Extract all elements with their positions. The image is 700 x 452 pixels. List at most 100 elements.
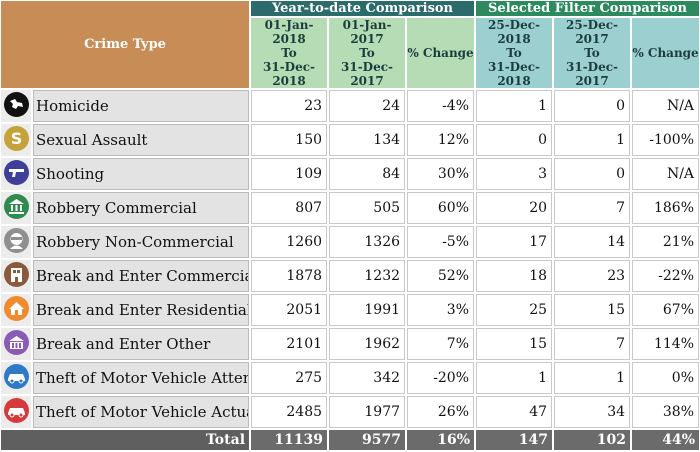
sel-current-value: 3 [476,158,553,190]
break-enter-residential-icon [3,295,29,321]
table-row[interactable]: Break and Enter Commercial 1878 1232 52%… [1,260,700,292]
table-row[interactable]: Theft of Motor Vehicle Actual 2485 1977 … [1,396,700,428]
crime-name: Theft of Motor Vehicle Actual [33,396,250,428]
sel-previous-to: To [584,46,600,60]
sel-current-value: 47 [476,396,553,428]
ytd-change-value: -20% [407,362,475,394]
ytd-comparison-header: Year-to-date Comparison [251,1,475,16]
ytd-previous-value: 1962 [329,328,406,360]
total-sel-change: 44% [632,430,700,450]
sel-change-value: 67% [632,294,700,326]
ytd-change-value: 60% [407,192,475,224]
ytd-previous-value: 1977 [329,396,406,428]
sel-current-start: 25-Dec-2018 [488,18,541,46]
table-row[interactable]: Break and Enter Residential 2051 1991 3%… [1,294,700,326]
sel-change-value: 21% [632,226,700,258]
sel-current-to: To [506,46,522,60]
table-row[interactable]: Homicide 23 24 -4% 1 0 N/A [1,90,700,122]
crime-name: Robbery Non-Commercial [33,226,250,258]
shooting-icon [3,159,29,185]
sel-current-value: 20 [476,192,553,224]
sel-current-value: 17 [476,226,553,258]
ytd-change-header[interactable]: % Change [407,18,475,88]
ytd-change-value: -4% [407,90,475,122]
sel-previous-start: 25-Dec-2017 [566,18,619,46]
ytd-current-value: 2051 [251,294,328,326]
ytd-change-value: -5% [407,226,475,258]
ytd-current-to: To [281,46,297,60]
table-row[interactable]: Theft of Motor Vehicle Attempt 275 342 -… [1,362,700,394]
ytd-current-start: 01-Jan-2018 [264,18,314,46]
ytd-current-value: 2485 [251,396,328,428]
ytd-current-value: 807 [251,192,328,224]
break-enter-commercial-icon [3,261,29,287]
sel-current-value: 18 [476,260,553,292]
table-row[interactable]: Robbery Commercial 807 505 60% 20 7 186% [1,192,700,224]
ytd-change-value: 7% [407,328,475,360]
total-ytd-current: 11139 [251,430,328,450]
ytd-current-value: 109 [251,158,328,190]
robbery-commercial-icon [3,193,29,219]
ytd-current-end: 31-Dec-2018 [263,60,316,88]
ytd-previous-to: To [359,46,375,60]
sel-previous-value: 1 [554,362,631,394]
robbery-non-commercial-icon [3,227,29,253]
sel-previous-value: 23 [554,260,631,292]
table-row[interactable]: Break and Enter Other 2101 1962 7% 15 7 … [1,328,700,360]
sel-change-value: 38% [632,396,700,428]
ytd-current-period-header[interactable]: 01-Jan-2018 To 31-Dec-2018 [251,18,328,88]
sel-previous-period-header[interactable]: 25-Dec-2017 To 31-Dec-2017 [554,18,631,88]
total-ytd-change: 16% [407,430,475,450]
crime-name: Break and Enter Residential [33,294,250,326]
sel-change-value: 0% [632,362,700,394]
ytd-change-value: 3% [407,294,475,326]
table-row[interactable]: Shooting 109 84 30% 3 0 N/A [1,158,700,190]
total-ytd-previous: 9577 [329,430,406,450]
sel-change-value: -22% [632,260,700,292]
ytd-previous-value: 24 [329,90,406,122]
crime-name: Break and Enter Other [33,328,250,360]
ytd-previous-value: 84 [329,158,406,190]
sel-previous-value: 0 [554,158,631,190]
ytd-change-value: 12% [407,124,475,156]
sel-change-value: 114% [632,328,700,360]
selected-filter-comparison-header: Selected Filter Comparison [476,1,700,16]
total-sel-current: 147 [476,430,553,450]
crime-name: Sexual Assault [33,124,250,156]
crime-type-header[interactable]: Crime Type [1,1,250,88]
ytd-previous-value: 342 [329,362,406,394]
break-enter-other-icon [3,329,29,355]
sel-previous-value: 14 [554,226,631,258]
sel-change-header[interactable]: % Change [632,18,700,88]
sel-previous-value: 15 [554,294,631,326]
sel-current-end: 31-Dec-2018 [488,60,541,88]
sel-current-value: 25 [476,294,553,326]
sel-previous-value: 7 [554,328,631,360]
theft-vehicle-actual-icon [3,397,29,423]
sel-previous-value: 7 [554,192,631,224]
ytd-previous-value: 1232 [329,260,406,292]
ytd-current-value: 1878 [251,260,328,292]
crime-name: Theft of Motor Vehicle Attempt [33,362,250,394]
sel-previous-value: 0 [554,90,631,122]
theft-vehicle-attempt-icon [3,363,29,389]
table-row[interactable]: S Sexual Assault 150 134 12% 0 1 -100% [1,124,700,156]
table-row[interactable]: Robbery Non-Commercial 1260 1326 -5% 17 … [1,226,700,258]
total-label: Total [1,430,250,450]
ytd-current-value: 2101 [251,328,328,360]
ytd-current-value: 150 [251,124,328,156]
crime-name: Break and Enter Commercial [33,260,250,292]
crime-name: Robbery Commercial [33,192,250,224]
sel-change-value: -100% [632,124,700,156]
ytd-change-value: 30% [407,158,475,190]
ytd-change-value: 26% [407,396,475,428]
sel-previous-value: 1 [554,124,631,156]
ytd-current-value: 1260 [251,226,328,258]
sel-current-period-header[interactable]: 25-Dec-2018 To 31-Dec-2018 [476,18,553,88]
ytd-previous-period-header[interactable]: 01-Jan-2017 To 31-Dec-2017 [329,18,406,88]
ytd-previous-value: 1326 [329,226,406,258]
ytd-previous-value: 1991 [329,294,406,326]
sel-change-value: N/A [632,90,700,122]
svg-text:S: S [10,129,22,148]
